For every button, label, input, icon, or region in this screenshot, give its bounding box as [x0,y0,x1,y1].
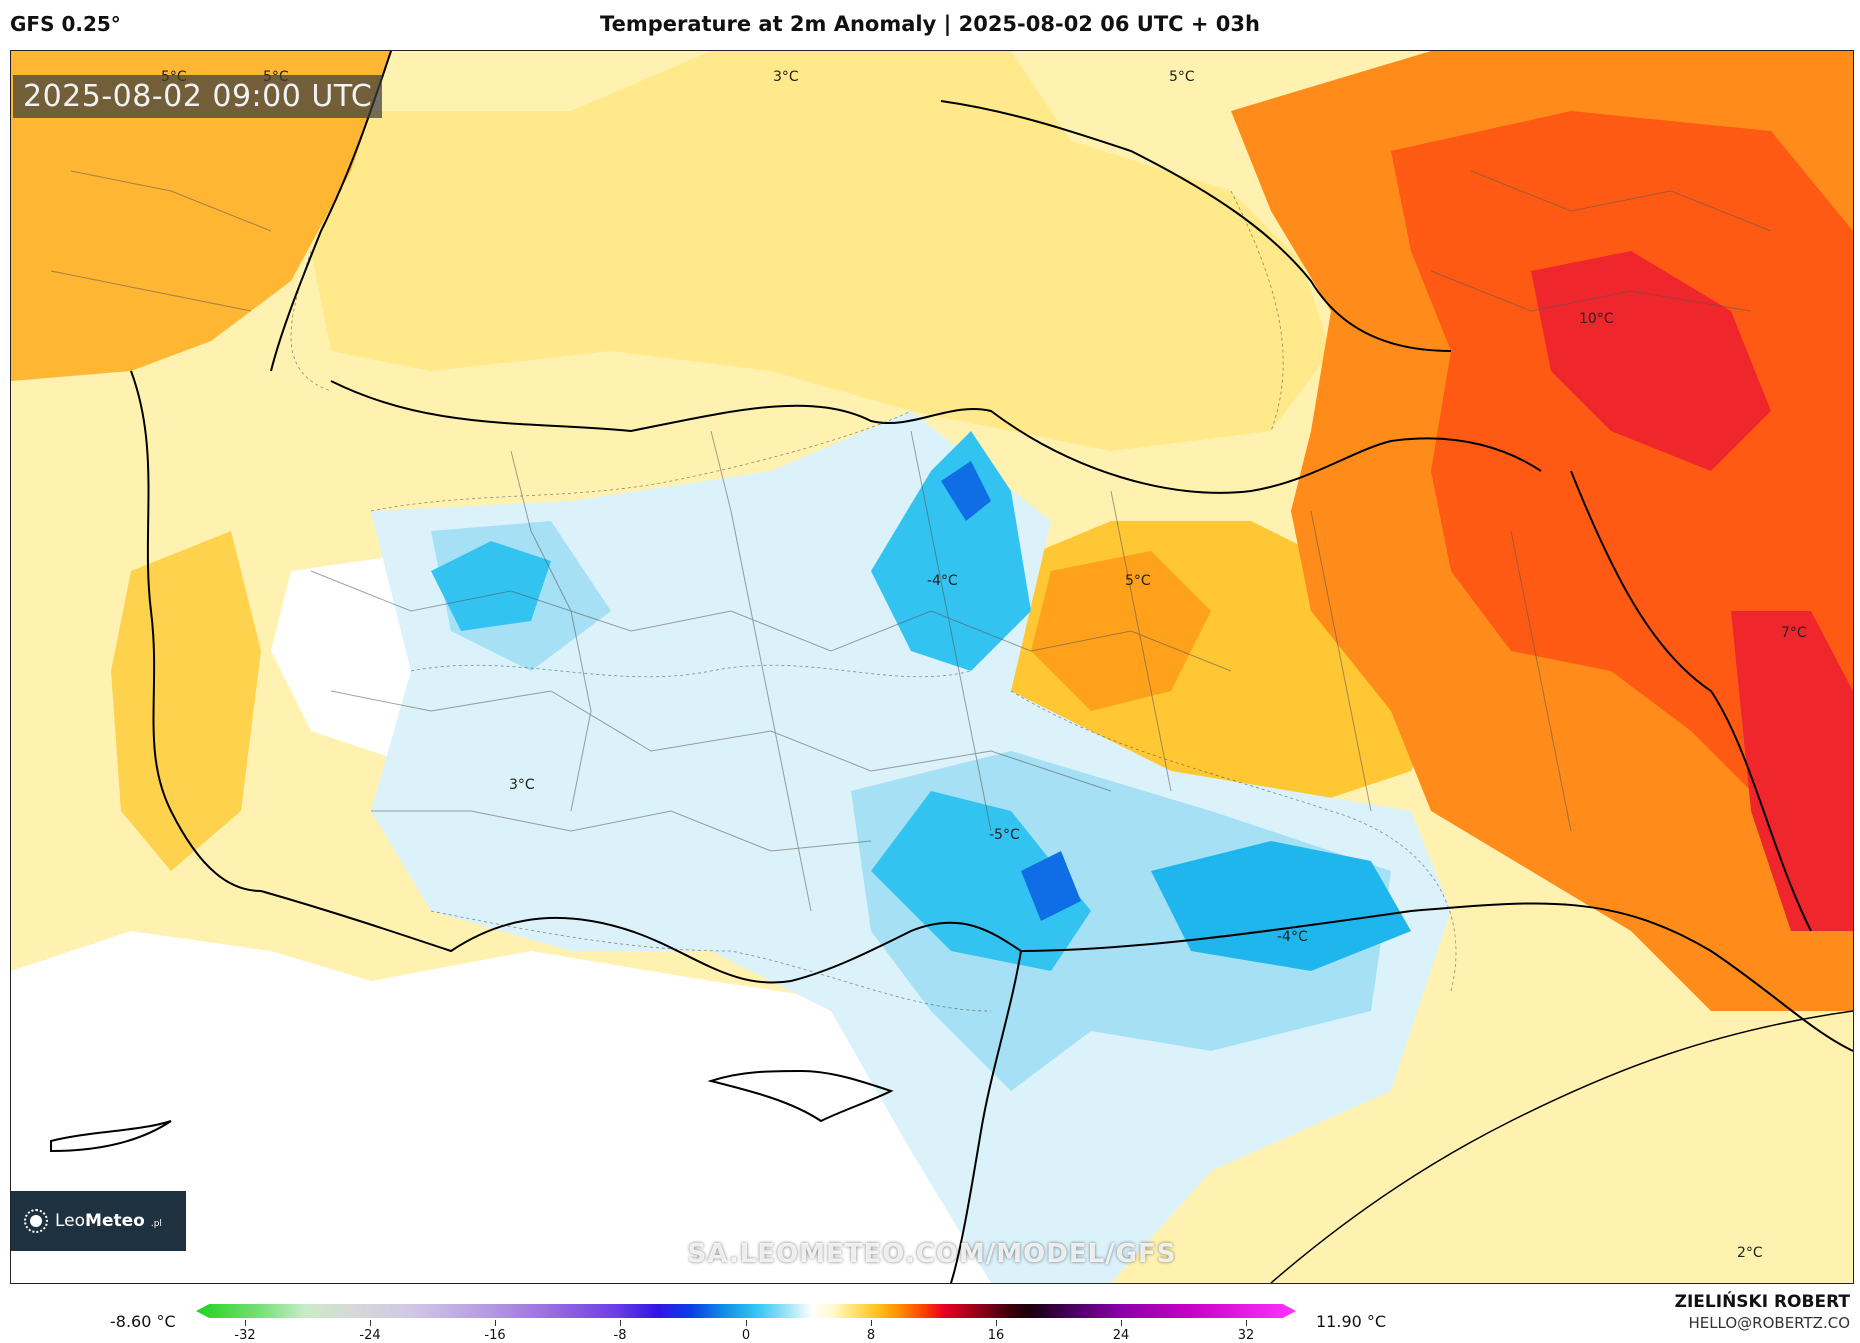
legend-tick-mark [1246,1320,1247,1326]
legend-max-value: 11.90 °C [1316,1312,1387,1331]
map-label-7c: 7°C [1781,625,1807,641]
coastline-mediterranean [260,890,1023,1283]
legend-tick-label: -16 [484,1328,506,1343]
legend-tick-label: 8 [866,1328,876,1343]
blue-area-southeast [1151,841,1411,971]
color-legend: -8.60 °C 11.90 °C -32 -24 -16 -8 0 8 16 … [0,1290,1860,1343]
deep-blue-core-north [941,461,991,521]
legend-tick-label: 0 [741,1328,751,1343]
blue-area-west [431,541,551,631]
timestamp-badge: 2025-08-02 09:00 UTC [13,75,383,118]
deep-blue-core-south [1021,851,1081,921]
map-label-10c: 10°C [1579,311,1614,327]
legend-color-bar [196,1304,1296,1318]
legend-tick-label: -32 [234,1328,256,1343]
gold-area-west [111,531,261,871]
map-label-2c: 2°C [1737,1245,1763,1261]
legend-tick-mark [871,1320,872,1326]
anomaly-map: 5°C 5°C 3°C 5°C 10°C -4°C 5°C 7°C 3°C -5… [11,51,1853,1283]
map-label-minus4c-central: -4°C [927,573,958,589]
map-panel: 5°C 5°C 3°C 5°C 10°C -4°C 5°C 7°C 3°C -5… [10,50,1854,1284]
coastline-black-sea [330,380,1542,494]
legend-tick-mark [495,1320,496,1326]
orange-area-northwest [11,51,391,381]
contour-lines [290,190,1457,1012]
legend-tick-mark [1121,1320,1122,1326]
coastline-aegean [130,370,262,892]
map-label-minus5c: -5°C [989,827,1020,843]
author-name: ZIELIŃSKI ROBERT [1674,1292,1850,1312]
map-label-3c-west: 3°C [509,777,535,793]
legend-tick-mark [245,1320,246,1326]
map-label-5c-east: 5°C [1125,573,1151,589]
logo-text: LeoMeteo [55,1211,145,1231]
logo-suffix: .pl [150,1219,162,1229]
crete-island [50,1120,172,1153]
map-label-3c-north: 3°C [773,69,799,85]
map-label-minus4c-southeast: -4°C [1277,929,1308,945]
legend-min-value: -8.60 °C [110,1312,176,1331]
province-borders [50,170,1772,912]
cyprus-island [707,1069,894,1123]
red-area-caucasus [1531,251,1771,471]
legend-tick-label: -8 [613,1328,627,1343]
white-area-sea-south [11,931,1011,1283]
legend-tick-mark [996,1320,997,1326]
yellow-area-blacksea [311,51,1331,451]
legend-tick-label: 32 [1237,1328,1255,1343]
chart-title: Temperature at 2m Anomaly | 2025-08-02 0… [600,12,1260,36]
legend-tick-mark [370,1320,371,1326]
legend-tick-mark [746,1320,747,1326]
leometeo-logo: LeoMeteo .pl [11,1191,186,1251]
sun-icon [23,1208,49,1234]
red-area-east-border [1731,611,1853,931]
author-email: HELLO@ROBERTZ.CO [1688,1314,1850,1332]
source-watermark: SA.LEOMETEO.COM/MODEL/GFS [687,1239,1177,1269]
model-label: GFS 0.25° [10,12,121,36]
legend-tick-label: -24 [359,1328,381,1343]
legend-tick-mark [620,1320,621,1326]
border-iran [1570,470,1812,932]
blue-area-central-north [871,431,1031,671]
map-label-5c-north: 5°C [1169,69,1195,85]
border-iraq-south [1270,1010,1853,1283]
orange-area-east-core [1031,551,1211,711]
legend-tick-label: 16 [987,1328,1005,1343]
legend-tick-label: 24 [1112,1328,1130,1343]
border-syria-iraq [1020,902,1853,1052]
